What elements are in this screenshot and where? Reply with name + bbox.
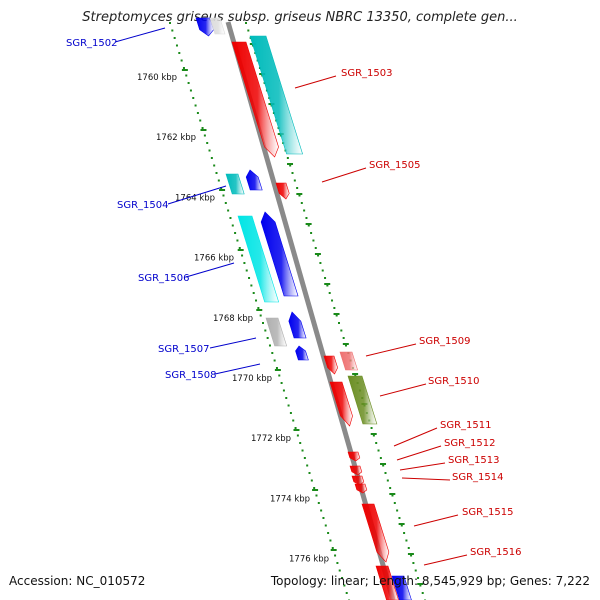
gene-sgr-1509-red <box>323 355 338 375</box>
kbp-tick-label: 1766 kbp <box>194 254 234 264</box>
gene-sgr-1505 <box>275 182 290 200</box>
gene-leader-line <box>321 167 367 183</box>
gene-label-sgr-1505: SGR_1505 <box>369 160 421 171</box>
gene-sgr-1506 <box>237 215 280 303</box>
gene-label-sgr-1507: SGR_1507 <box>158 344 210 355</box>
gene-label-sgr-1511: SGR_1511 <box>440 420 492 431</box>
gene-sgr-1507-blue <box>288 311 307 339</box>
gene-leader-line <box>214 363 261 375</box>
gene-label-sgr-1504: SGR_1504 <box>117 200 169 211</box>
gene-label-sgr-1516: SGR_1516 <box>470 547 522 558</box>
gene-leader-line <box>413 514 459 527</box>
kbp-tick-label: 1764 kbp <box>175 193 215 203</box>
gene-sgr-1502 <box>195 17 214 37</box>
kbp-tick-label: 1774 kbp <box>270 494 310 504</box>
gene-sgr-1514 <box>354 483 368 494</box>
genome-title: Streptomyces griseus subsp. griseus NBRC… <box>82 10 518 25</box>
gene-sgr-1516 <box>375 565 399 600</box>
gene-sgr-1515 <box>361 503 390 563</box>
gene-sgr-1510-red <box>329 381 353 427</box>
gene-sgr-1516-blue <box>391 575 412 600</box>
gene-sgr-1504 <box>245 169 263 191</box>
gene-label-sgr-1513: SGR_1513 <box>448 455 500 466</box>
left-ruler-ticks <box>181 69 337 551</box>
kbp-tick-label: 1760 kbp <box>137 73 177 83</box>
genome-summary-text: Topology: linear; Length: 8,545,929 bp; … <box>270 574 590 588</box>
gene-leader-line <box>423 554 468 566</box>
gene-sgr-1506-blue <box>260 211 299 297</box>
gene-label-sgr-1502: SGR_1502 <box>66 38 118 49</box>
kbp-tick-label: 1772 kbp <box>251 434 291 444</box>
gene-leader-line <box>393 427 438 447</box>
gene-sgr-1509 <box>339 351 358 371</box>
gene-label-sgr-1509: SGR_1509 <box>419 336 471 347</box>
kbp-tick-label: 1776 kbp <box>289 555 329 565</box>
kbp-labels: 1760 kbp 1762 kbp 1764 kbp 1766 kbp 1768 kbp… <box>137 73 329 565</box>
gene-leader-line <box>167 185 227 205</box>
gene-label-sgr-1506: SGR_1506 <box>138 273 190 284</box>
kbp-tick-label: 1768 kbp <box>213 314 253 324</box>
gene-sgr-1511 <box>347 451 361 462</box>
gene-sgr-1503 <box>231 41 279 158</box>
gene-leader-line <box>396 445 442 461</box>
gene-leader-line <box>209 337 257 349</box>
gene-leader-line <box>365 343 417 357</box>
gene-sgr-1502-partial <box>209 17 226 35</box>
gene-label-sgr-1503: SGR_1503 <box>341 68 393 79</box>
gene-label-sgr-1514: SGR_1514 <box>452 472 504 483</box>
gene-leader-line <box>294 75 337 89</box>
gene-label-sgr-1508: SGR_1508 <box>165 370 217 381</box>
kbp-tick-label: 1762 kbp <box>156 133 196 143</box>
gene-label-sgr-1515: SGR_1515 <box>462 507 514 518</box>
gene-sgr-1503-cyan <box>249 35 303 155</box>
gene-leader-line <box>185 262 235 278</box>
gene-labels: SGR_1502 SGR_1503 SGR_1504 SGR_1505 SGR_1506… <box>66 27 522 566</box>
right-ruler-dots <box>245 22 427 600</box>
gene-sgr-1510 <box>347 375 378 425</box>
kbp-tick-label: 1770 kbp <box>232 374 272 384</box>
gene-label-sgr-1512: SGR_1512 <box>444 438 496 449</box>
gene-sgr-1512 <box>349 465 363 476</box>
gene-sgr-1504-cyan <box>225 173 245 195</box>
gene-leader-line <box>399 462 446 471</box>
gene-sgr-1507 <box>265 317 288 347</box>
left-ruler-dots <box>169 22 351 600</box>
gene-leader-line <box>379 383 427 397</box>
accession-text: Accession: NC_010572 <box>9 574 146 588</box>
gene-sgr-1513 <box>351 475 365 486</box>
gene-sgr-1508 <box>295 345 309 361</box>
gene-leader-line <box>114 27 166 43</box>
gene-label-sgr-1510: SGR_1510 <box>428 376 480 387</box>
gene-leader-line <box>401 477 451 481</box>
